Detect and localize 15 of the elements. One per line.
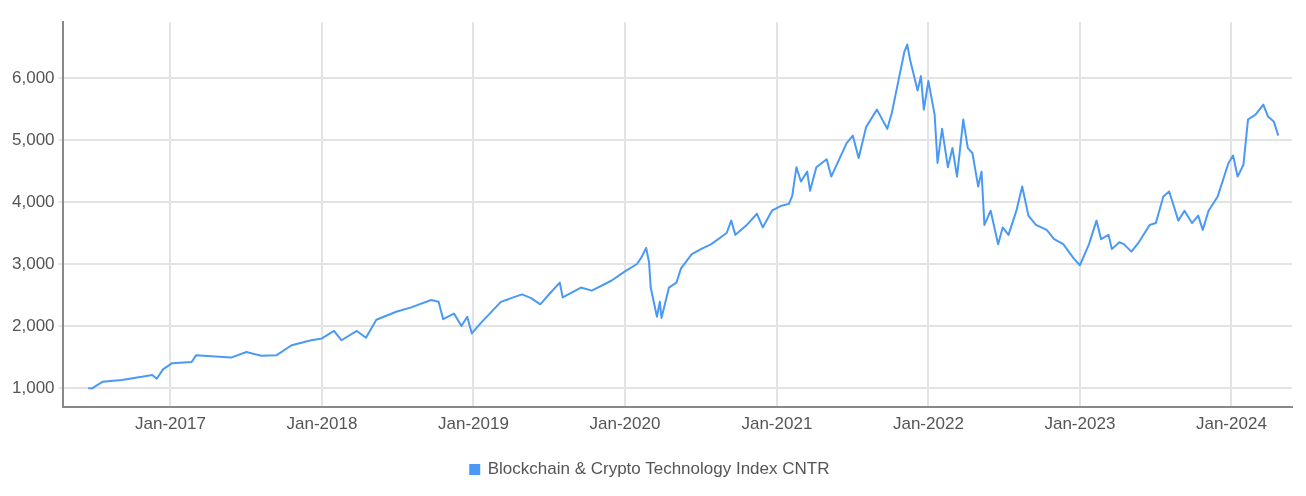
x-tick-label: Jan-2019 [438,414,509,434]
x-tick-label: Jan-2017 [135,414,206,434]
x-tick-label: Jan-2021 [741,414,813,434]
y-tick-label: 3,000 [11,253,55,273]
y-tick-label: 2,000 [11,315,55,335]
y-tick-label: 1,000 [11,377,55,397]
x-tick-label: Jan-2018 [286,414,358,434]
x-tick-label: Jan-2023 [1044,414,1116,434]
y-tick-label: 4,000 [11,191,55,211]
legend-label: Blockchain & Crypto Technology Index CNTR [487,459,830,479]
x-tick-label: Jan-2024 [1195,414,1267,434]
y-tick-label: 6,000 [11,67,55,87]
y-tick-label: 5,000 [11,129,55,149]
x-tick-label: Jan-2020 [589,414,661,434]
x-tick-label: Jan-2022 [892,414,964,434]
